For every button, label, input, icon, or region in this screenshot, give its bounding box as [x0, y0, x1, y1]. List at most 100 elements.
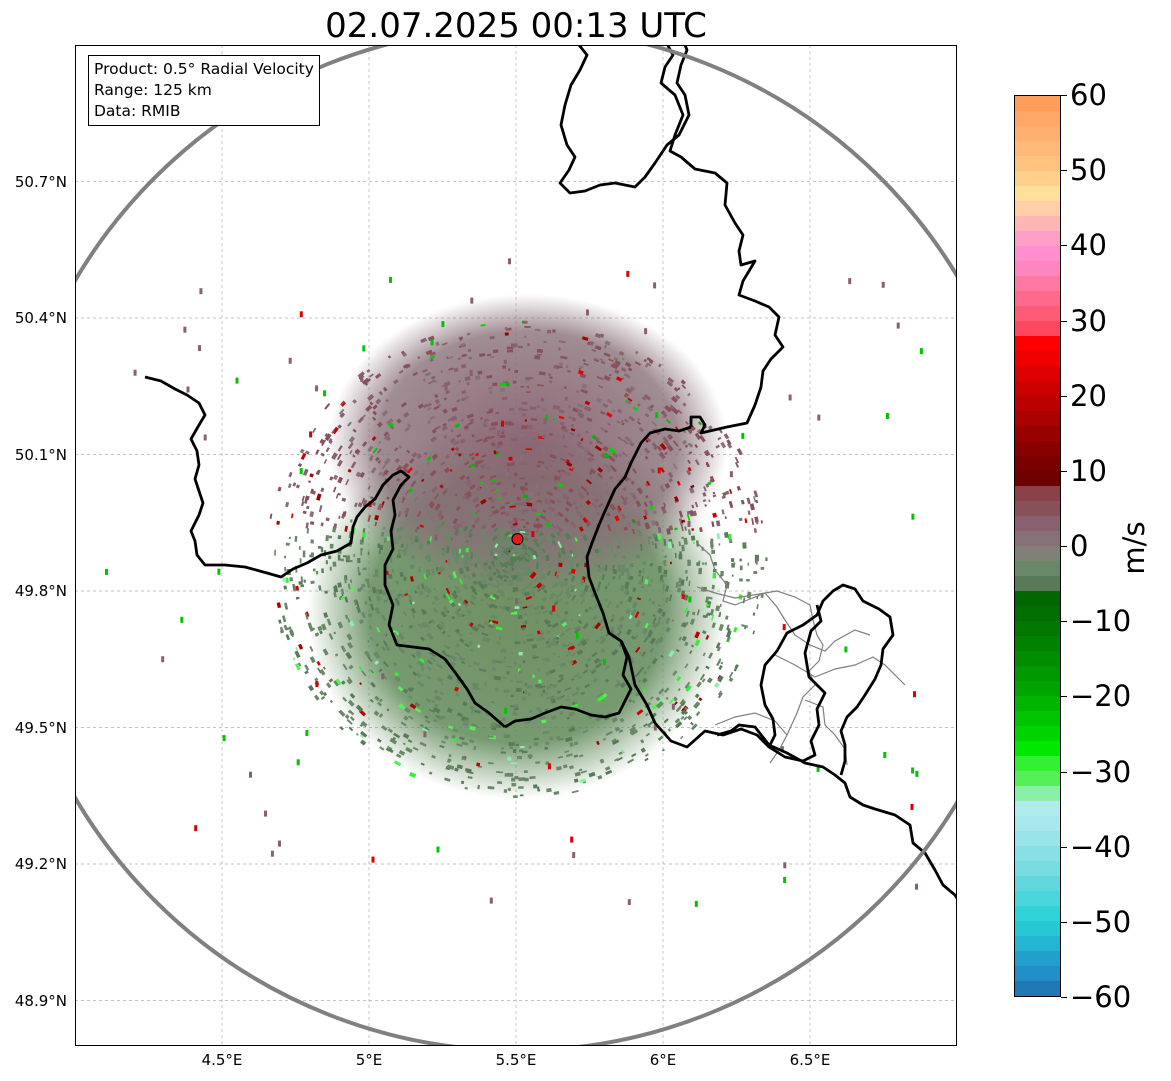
- echo-pixel: [816, 765, 820, 772]
- echo-pixel: [570, 427, 576, 432]
- echo-pixel: [502, 552, 506, 558]
- echo-pixel: [695, 711, 701, 717]
- echo-pixel: [488, 512, 495, 518]
- echo-pixel: [492, 566, 496, 570]
- echo-pixel: [434, 398, 440, 404]
- echo-pixel: [445, 390, 451, 395]
- echo-pixel: [400, 549, 405, 552]
- echo-pixel: [199, 288, 203, 295]
- echo-pixel: [630, 635, 636, 640]
- echo-pixel: [326, 618, 332, 626]
- echo-pixel: [399, 526, 404, 532]
- echo-pixel: [544, 746, 549, 750]
- echo-pixel: [451, 417, 456, 422]
- echo-pixel: [545, 620, 551, 625]
- echo-pixel: [403, 411, 410, 418]
- echo-pixel: [682, 402, 687, 407]
- colorbar-segment: [1015, 291, 1060, 306]
- echo-pixel: [414, 528, 418, 533]
- echo-pixel: [694, 900, 698, 907]
- echo-pixel: [687, 559, 691, 567]
- echo-pixel: [507, 581, 514, 587]
- echo-pixel: [313, 694, 320, 701]
- echo-pixel: [546, 788, 552, 793]
- echo-pixel: [752, 630, 756, 635]
- echo-pixel: [519, 566, 525, 572]
- echo-pixel: [318, 546, 322, 549]
- echo-pixel: [477, 486, 482, 492]
- colorbar-segment: [1015, 126, 1060, 141]
- echo-pixel: [487, 496, 493, 501]
- echo-pixel: [599, 358, 604, 362]
- echo-pixel: [724, 615, 729, 620]
- echo-pixel: [566, 716, 570, 720]
- echo-pixel: [497, 589, 505, 595]
- echo-pixel: [447, 633, 452, 639]
- echo-pixel: [592, 678, 597, 684]
- echo-pixel: [708, 499, 711, 503]
- echo-pixel: [454, 446, 460, 452]
- echo-pixel: [655, 696, 661, 702]
- echo-pixel: [398, 445, 403, 450]
- echo-pixel: [449, 468, 453, 473]
- echo-pixel: [456, 554, 461, 558]
- echo-pixel: [579, 365, 584, 369]
- echo-pixel: [600, 410, 606, 415]
- colorbar-tick-mark: [1061, 320, 1067, 322]
- colorbar-segment: [1015, 381, 1060, 396]
- echo-pixel: [478, 668, 487, 672]
- echo-pixel: [723, 433, 730, 440]
- echo-pixel: [598, 564, 601, 568]
- echo-pixel: [409, 703, 417, 710]
- echo-pixel: [373, 651, 381, 659]
- echo-pixel: [484, 436, 491, 440]
- echo-pixel: [506, 570, 512, 575]
- echo-pixel: [533, 656, 539, 660]
- echo-pixel: [539, 531, 544, 537]
- echo-pixel: [516, 755, 522, 760]
- echo-pixel: [416, 584, 421, 590]
- echo-pixel: [419, 723, 425, 728]
- echo-pixel: [488, 576, 494, 582]
- echo-pixel: [505, 560, 511, 566]
- echo-pixel: [618, 729, 624, 734]
- echo-pixel: [520, 624, 527, 628]
- echo-pixel: [460, 397, 466, 402]
- echo-pixel: [634, 350, 639, 355]
- echo-pixel: [605, 483, 609, 487]
- echo-pixel: [465, 566, 470, 572]
- echo-pixel: [705, 562, 707, 566]
- echo-pixel: [400, 401, 408, 408]
- echo-pixel: [495, 568, 501, 574]
- echo-pixel: [646, 723, 651, 728]
- echo-pixel: [413, 496, 419, 503]
- echo-pixel: [534, 328, 541, 332]
- echo-pixel: [432, 606, 439, 614]
- echo-pixel: [619, 717, 625, 723]
- echo-pixel: [396, 753, 402, 759]
- echo-pixel: [383, 599, 388, 603]
- echo-pixel: [436, 663, 443, 669]
- echo-pixel: [597, 566, 602, 573]
- echo-pixel: [489, 544, 495, 552]
- echo-pixel: [579, 778, 587, 784]
- echo-pixel: [655, 700, 664, 709]
- echo-pixel: [652, 614, 656, 618]
- echo-pixel: [484, 681, 488, 686]
- echo-pixel: [394, 630, 400, 636]
- echo-pixel: [715, 520, 721, 527]
- echo-pixel: [696, 681, 702, 688]
- echo-pixel: [473, 517, 481, 524]
- echo-pixel: [455, 628, 461, 634]
- echo-pixel: [431, 754, 436, 759]
- colorbar-segment: [1015, 726, 1060, 741]
- colorbar-segment: [1015, 396, 1060, 411]
- echo-pixel: [604, 665, 610, 671]
- echo-pixel: [511, 783, 516, 787]
- echo-pixel: [538, 679, 542, 684]
- echo-pixel: [604, 564, 608, 571]
- echo-pixel: [594, 345, 602, 351]
- echo-pixel: [501, 420, 504, 427]
- echo-pixel: [442, 594, 447, 599]
- echo-pixel: [595, 439, 603, 445]
